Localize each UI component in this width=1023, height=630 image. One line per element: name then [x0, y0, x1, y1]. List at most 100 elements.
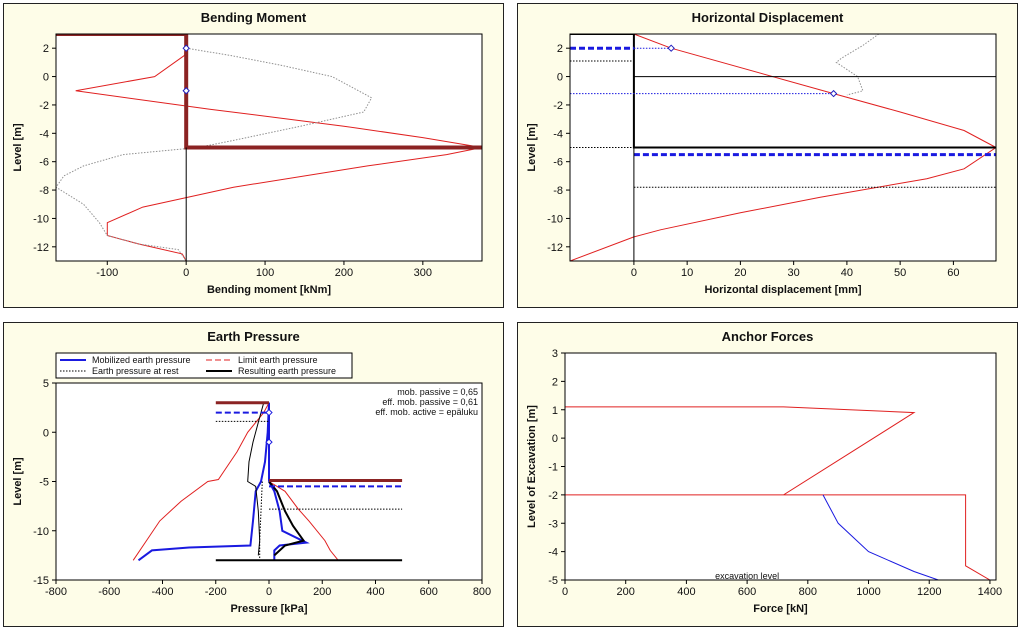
x-tick-label: 0: [266, 586, 272, 598]
x-tick-label: 0: [631, 267, 637, 279]
y-tick-label: 0: [43, 72, 49, 84]
x-tick-label: 200: [335, 267, 353, 279]
x-axis-label: Force [kN]: [753, 603, 808, 615]
x-tick-label: 800: [799, 586, 817, 598]
plot-area: [565, 353, 996, 580]
series-line-2: [137, 402, 270, 562]
y-tick-label: 2: [552, 376, 558, 388]
legend-box: [55, 352, 353, 379]
x-tick-label: 400: [677, 586, 695, 598]
chart-title: Horizontal Displacement: [691, 10, 844, 25]
y-tick-label: -2: [548, 490, 558, 502]
bending-moment-panel: Bending Moment -100 0 100 200 300 2 0 -2 -4 -6 -8-…: [3, 3, 504, 308]
legend: Mobilized earth pressure Limit earth pres…: [55, 352, 353, 379]
x-tick-label: 20: [734, 267, 746, 279]
legend-label: Mobilized earth pressure: [92, 355, 191, 365]
series-line-4: [247, 402, 265, 556]
series-line-1: [56, 47, 373, 261]
chart-title: Earth Pressure: [207, 329, 300, 344]
plot-frame: [55, 33, 483, 262]
annotation-text: eff. mob. active = epäluku: [375, 407, 478, 417]
y-tick-label: -2: [39, 100, 49, 112]
series-line-0: [132, 402, 270, 561]
data-marker: [182, 87, 190, 95]
series-line-0: [565, 353, 991, 580]
x-tick-label: 50: [894, 267, 906, 279]
y-tick-label: -15: [33, 575, 49, 587]
annotation-text: eff. mob. passive = 0,61: [382, 397, 478, 407]
chart-title: Anchor Forces: [721, 329, 814, 344]
legend-label: Limit earth pressure: [238, 355, 318, 365]
y-tick-label: 0: [43, 427, 49, 439]
x-tick-label: -100: [96, 267, 118, 279]
y-tick-label: -6: [39, 157, 49, 169]
x-tick-label: -200: [205, 586, 227, 598]
y-tick-label: -10: [547, 213, 563, 225]
plot-frame: [569, 33, 997, 262]
x-tick-label: 0: [183, 267, 189, 279]
x-tick-label: 200: [617, 586, 635, 598]
horizontal-displacement-plot: 0 10 20 30 40 50 6020-2-4-6-8-10-12Horizontal …: [526, 33, 997, 296]
y-tick-label: -6: [553, 157, 563, 169]
earth-pressure-panel: Earth Pressure -800 -600 -400 -200 0 200 400 60…: [3, 322, 504, 627]
x-tick-label: 1200: [917, 586, 941, 598]
series-line-0: [75, 34, 482, 261]
x-tick-label: 0: [562, 586, 568, 598]
series-line-6: [259, 481, 263, 561]
horizontal-displacement-panel: Horizontal Displacement 0 10 20 30 40 50 60 2 0-…: [517, 3, 1018, 308]
y-axis-label: Level [m]: [12, 123, 24, 172]
legend-label: Resulting earth pressure: [238, 366, 336, 376]
y-axis-label: Level [m]: [526, 123, 538, 172]
data-marker: [829, 89, 838, 98]
y-axis-label: Level [m]: [12, 457, 24, 506]
data-marker: [667, 44, 675, 52]
y-tick-label: 5: [43, 378, 49, 390]
y-tick-label: -10: [33, 526, 49, 538]
y-tick-label: -4: [553, 128, 563, 140]
anchor-forces-panel: Anchor Forces 0 200 400 600 800 1000 1200 1400 3…: [517, 322, 1018, 627]
y-tick-label: -12: [547, 242, 563, 254]
x-tick-label: 100: [256, 267, 274, 279]
y-tick-label: -3: [548, 518, 558, 530]
annotation-text: mob. passive = 0,65: [397, 387, 478, 397]
x-tick-label: 400: [366, 586, 384, 598]
data-marker: [265, 408, 273, 417]
y-tick-label: -5: [548, 575, 558, 587]
y-tick-label: -4: [548, 547, 558, 559]
x-tick-label: 30: [788, 267, 800, 279]
y-axis-label: Level of Excavation [m]: [526, 405, 538, 528]
series-line-1: [268, 481, 339, 561]
x-tick-label: 600: [420, 586, 438, 598]
series-line-3: [268, 481, 310, 561]
y-tick-label: 0: [552, 433, 558, 445]
excavation-level-label: excavation level: [715, 571, 779, 581]
series-line-2: [822, 494, 939, 580]
series-line-1: [835, 34, 880, 96]
x-tick-label: 40: [841, 267, 853, 279]
y-tick-label: 0: [557, 72, 563, 84]
y-tick-label: -1: [548, 462, 558, 474]
earth-pressure-plot: -800 -600 -400 -200 0 200 400 600 800 5 0 -5 -10 -15 P…: [12, 352, 491, 615]
legend-label: Earth pressure at rest: [92, 366, 179, 376]
y-tick-label: 1: [552, 405, 558, 417]
x-tick-label: 800: [473, 586, 491, 598]
x-tick-label: -400: [151, 586, 173, 598]
y-tick-label: -5: [39, 477, 49, 489]
y-tick-label: 2: [557, 43, 563, 55]
x-tick-label: -600: [98, 586, 120, 598]
anchor-forces-plot: 0 200 400 600 800 1000 1200 1400 3 2 1 0 -1 -2 -3 -4 -5 F…: [526, 348, 1002, 615]
series-line-5: [268, 480, 306, 557]
data-marker: [265, 438, 273, 446]
y-tick-label: 2: [43, 43, 49, 55]
data-marker: [182, 44, 190, 52]
x-axis-label: Bending moment [kNm]: [207, 284, 331, 296]
y-tick-label: -10: [33, 213, 49, 225]
x-tick-label: 200: [313, 586, 331, 598]
x-tick-label: -800: [45, 586, 67, 598]
y-tick-label: -8: [553, 185, 563, 197]
x-tick-label: 1000: [856, 586, 880, 598]
x-tick-label: 600: [738, 586, 756, 598]
x-tick-label: 1400: [978, 586, 1002, 598]
x-tick-label: 60: [947, 267, 959, 279]
x-tick-label: 10: [681, 267, 693, 279]
